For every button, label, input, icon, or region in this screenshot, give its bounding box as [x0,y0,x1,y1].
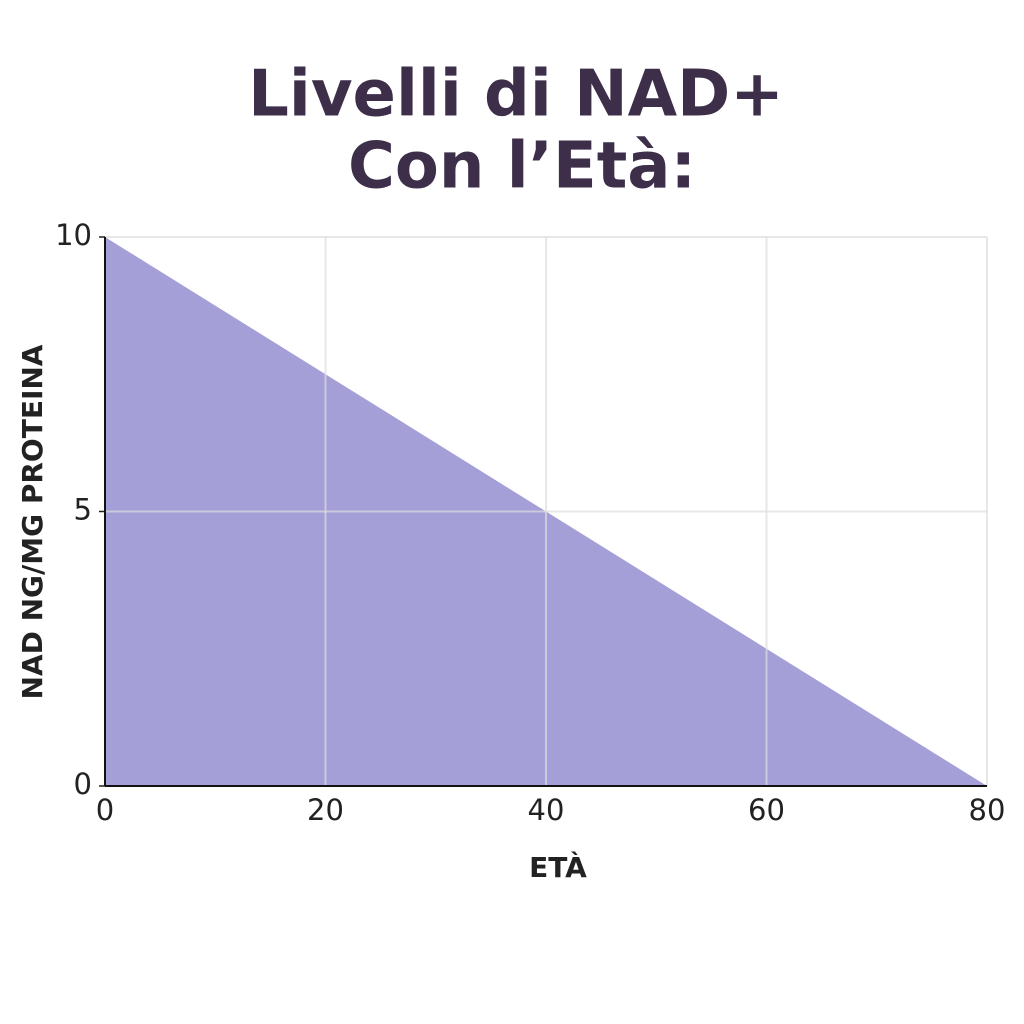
x-tick-label: 80 [969,793,1006,827]
y-tick-label: 10 [55,218,92,252]
y-axis-label: NAD NG/MG PROTEINA [16,344,49,699]
y-tick-label: 0 [74,767,92,801]
x-tick-label: 60 [748,793,785,827]
chart-title: Livelli di NAD+ [248,58,784,132]
x-tick-label: 40 [528,793,565,827]
chart-title: Con l’Età: [348,130,696,204]
y-tick-label: 5 [74,493,92,527]
x-tick-label: 20 [307,793,344,827]
x-axis-label: ETÀ [529,850,587,884]
x-tick-label: 0 [96,793,114,827]
